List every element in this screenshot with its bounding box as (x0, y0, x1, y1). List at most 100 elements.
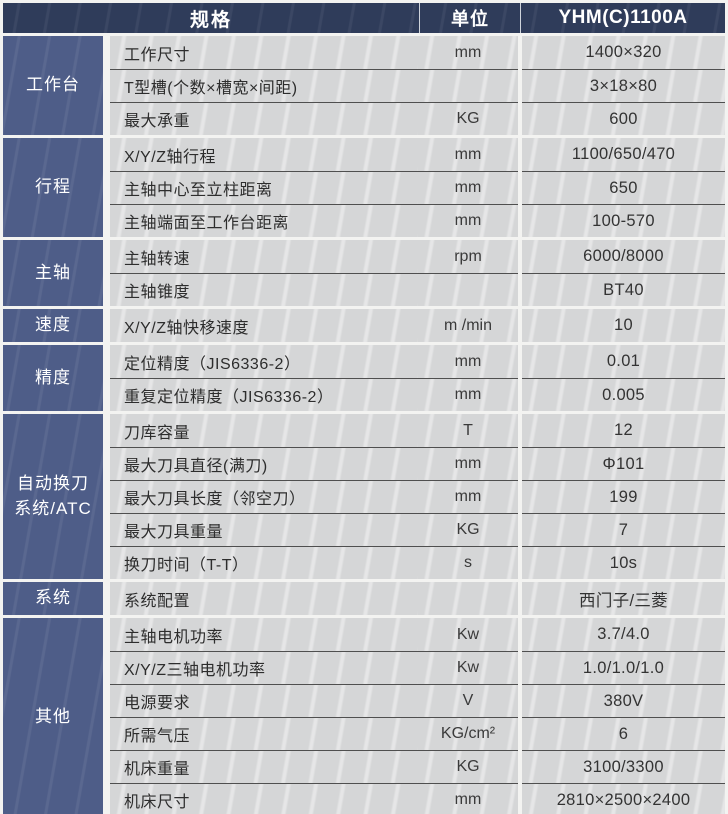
spec-unit: mm (418, 783, 518, 814)
table-row: T型槽(个数×槽宽×间距) 3×18×80 (110, 69, 725, 102)
spec-unit: KG/cm² (418, 717, 518, 750)
group-rows: 定位精度（JIS6336-2） mm 0.01 重复定位精度（JIS6336-2… (110, 345, 725, 411)
spec-name: 换刀时间（T-T） (110, 546, 418, 579)
spec-value: 0.01 (522, 345, 725, 378)
table-row: 重复定位精度（JIS6336-2） mm 0.005 (110, 378, 725, 411)
category-label: 速度 (3, 309, 103, 342)
table-row: X/Y/Z轴快移速度 m /min 10 (110, 309, 725, 342)
spec-unit: KG (418, 513, 518, 546)
spec-value: 100-570 (522, 204, 725, 237)
value-column-gap (518, 378, 522, 411)
group-rows: 系统配置 西门子/三菱 (110, 582, 725, 615)
spec-name: 刀库容量 (110, 414, 418, 447)
spec-unit: mm (418, 138, 518, 171)
group-atc: 自动换刀 系统/ATC 刀库容量 T 12 最大刀具直径(满刀) mm Φ101… (3, 414, 725, 579)
spec-unit: T (418, 414, 518, 447)
table-row: 最大刀具直径(满刀) mm Φ101 (110, 447, 725, 480)
spec-unit: KG (418, 750, 518, 783)
group-travel: 行程 X/Y/Z轴行程 mm 1100/650/470 主轴中心至立柱距离 mm… (3, 138, 725, 237)
category-label: 其他 (3, 618, 103, 814)
spec-value: 380V (522, 684, 725, 717)
spec-unit (418, 69, 518, 102)
spec-name: 重复定位精度（JIS6336-2） (110, 378, 418, 411)
spec-value: 3×18×80 (522, 69, 725, 102)
spec-unit: mm (418, 345, 518, 378)
spec-value: 600 (522, 102, 725, 135)
spec-value: 6000/8000 (522, 240, 725, 273)
spec-value: 199 (522, 480, 725, 513)
spec-value: 3100/3300 (522, 750, 725, 783)
table-row: 主轴端面至工作台距离 mm 100-570 (110, 204, 725, 237)
value-column-gap (518, 750, 522, 783)
spec-name: 最大刀具重量 (110, 513, 418, 546)
group-rows: X/Y/Z轴行程 mm 1100/650/470 主轴中心至立柱距离 mm 65… (110, 138, 725, 237)
spec-name: 最大刀具长度（邻空刀） (110, 480, 418, 513)
group-rows: X/Y/Z轴快移速度 m /min 10 (110, 309, 725, 342)
spec-name: 电源要求 (110, 684, 418, 717)
spec-unit: mm (418, 204, 518, 237)
column-gap (103, 582, 110, 615)
spec-name: 最大承重 (110, 102, 418, 135)
spec-unit: V (418, 684, 518, 717)
spec-value: 西门子/三菱 (522, 582, 725, 615)
value-column-gap (518, 102, 522, 135)
group-rows: 工作尺寸 mm 1400×320 T型槽(个数×槽宽×间距) 3×18×80 最… (110, 36, 725, 135)
column-gap (103, 240, 110, 306)
column-gap (103, 345, 110, 411)
value-column-gap (518, 414, 522, 447)
table-row: 定位精度（JIS6336-2） mm 0.01 (110, 345, 725, 378)
spec-unit: rpm (418, 240, 518, 273)
group-speed: 速度 X/Y/Z轴快移速度 m /min 10 (3, 309, 725, 342)
spec-value: 3.7/4.0 (522, 618, 725, 651)
value-column-gap (518, 309, 522, 342)
value-column-gap (518, 36, 522, 69)
spec-unit: s (418, 546, 518, 579)
spec-value: 7 (522, 513, 725, 546)
spec-unit (418, 273, 518, 306)
spec-unit: mm (418, 447, 518, 480)
spec-value: 1400×320 (522, 36, 725, 69)
group-rows: 刀库容量 T 12 最大刀具直径(满刀) mm Φ101 最大刀具长度（邻空刀）… (110, 414, 725, 579)
category-label: 行程 (3, 138, 103, 237)
spec-name: 机床重量 (110, 750, 418, 783)
table-row: 电源要求 V 380V (110, 684, 725, 717)
value-column-gap (518, 618, 522, 651)
group-worktable: 工作台 工作尺寸 mm 1400×320 T型槽(个数×槽宽×间距) 3×18×… (3, 36, 725, 135)
column-gap (103, 414, 110, 579)
spec-name: X/Y/Z轴行程 (110, 138, 418, 171)
spec-name: X/Y/Z轴快移速度 (110, 309, 418, 342)
value-column-gap (518, 240, 522, 273)
table-row: X/Y/Z轴行程 mm 1100/650/470 (110, 138, 725, 171)
spec-name: 主轴中心至立柱距离 (110, 171, 418, 204)
table-body: 工作台 工作尺寸 mm 1400×320 T型槽(个数×槽宽×间距) 3×18×… (3, 33, 725, 814)
table-row: 主轴中心至立柱距离 mm 650 (110, 171, 725, 204)
value-column-gap (518, 273, 522, 306)
table-row: X/Y/Z三轴电机功率 Kw 1.0/1.0/1.0 (110, 651, 725, 684)
spec-unit: mm (418, 378, 518, 411)
spec-name: 主轴转速 (110, 240, 418, 273)
column-gap (103, 138, 110, 237)
spec-name: T型槽(个数×槽宽×间距) (110, 69, 418, 102)
value-column-gap (518, 480, 522, 513)
value-column-gap (518, 69, 522, 102)
header-divider (520, 3, 521, 33)
spec-unit: mm (418, 36, 518, 69)
category-label: 主轴 (3, 240, 103, 306)
table-row: 机床重量 KG 3100/3300 (110, 750, 725, 783)
spec-value: 2810×2500×2400 (522, 783, 725, 814)
spec-name: 系统配置 (110, 582, 418, 615)
table-row: 主轴电机功率 Kw 3.7/4.0 (110, 618, 725, 651)
spec-unit (418, 582, 518, 615)
spec-name: 工作尺寸 (110, 36, 418, 69)
column-gap (103, 36, 110, 135)
spec-name: 主轴端面至工作台距离 (110, 204, 418, 237)
group-spindle: 主轴 主轴转速 rpm 6000/8000 主轴锥度 BT40 (3, 240, 725, 306)
category-label: 工作台 (3, 36, 103, 135)
value-column-gap (518, 783, 522, 814)
group-system: 系统 系统配置 西门子/三菱 (3, 582, 725, 615)
header-divider (419, 3, 420, 33)
value-column-gap (518, 582, 522, 615)
spec-name: 主轴锥度 (110, 273, 418, 306)
spec-value: 10s (522, 546, 725, 579)
